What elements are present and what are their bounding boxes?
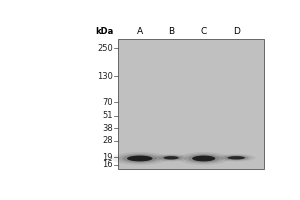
- Text: 19: 19: [103, 153, 113, 162]
- Ellipse shape: [188, 155, 219, 162]
- Ellipse shape: [112, 152, 168, 165]
- Text: kDa: kDa: [95, 27, 113, 36]
- Ellipse shape: [118, 153, 161, 163]
- Ellipse shape: [178, 152, 229, 165]
- Ellipse shape: [224, 156, 248, 160]
- Ellipse shape: [221, 155, 251, 161]
- Text: C: C: [201, 27, 207, 36]
- Text: 28: 28: [102, 136, 113, 145]
- Text: 51: 51: [103, 111, 113, 120]
- Text: D: D: [233, 27, 240, 36]
- Text: B: B: [168, 27, 174, 36]
- Text: 16: 16: [102, 160, 113, 169]
- Ellipse shape: [228, 156, 245, 159]
- Ellipse shape: [184, 153, 224, 163]
- Text: 70: 70: [102, 98, 113, 107]
- Text: A: A: [137, 27, 143, 36]
- Ellipse shape: [158, 155, 184, 161]
- Ellipse shape: [164, 156, 179, 159]
- Ellipse shape: [192, 156, 215, 161]
- Ellipse shape: [122, 155, 157, 162]
- Ellipse shape: [161, 156, 182, 160]
- Bar: [118, 39, 264, 169]
- Text: 130: 130: [97, 72, 113, 81]
- Ellipse shape: [127, 156, 153, 161]
- Text: 38: 38: [102, 124, 113, 133]
- Ellipse shape: [217, 154, 256, 162]
- Text: 250: 250: [97, 44, 113, 53]
- Ellipse shape: [154, 154, 188, 162]
